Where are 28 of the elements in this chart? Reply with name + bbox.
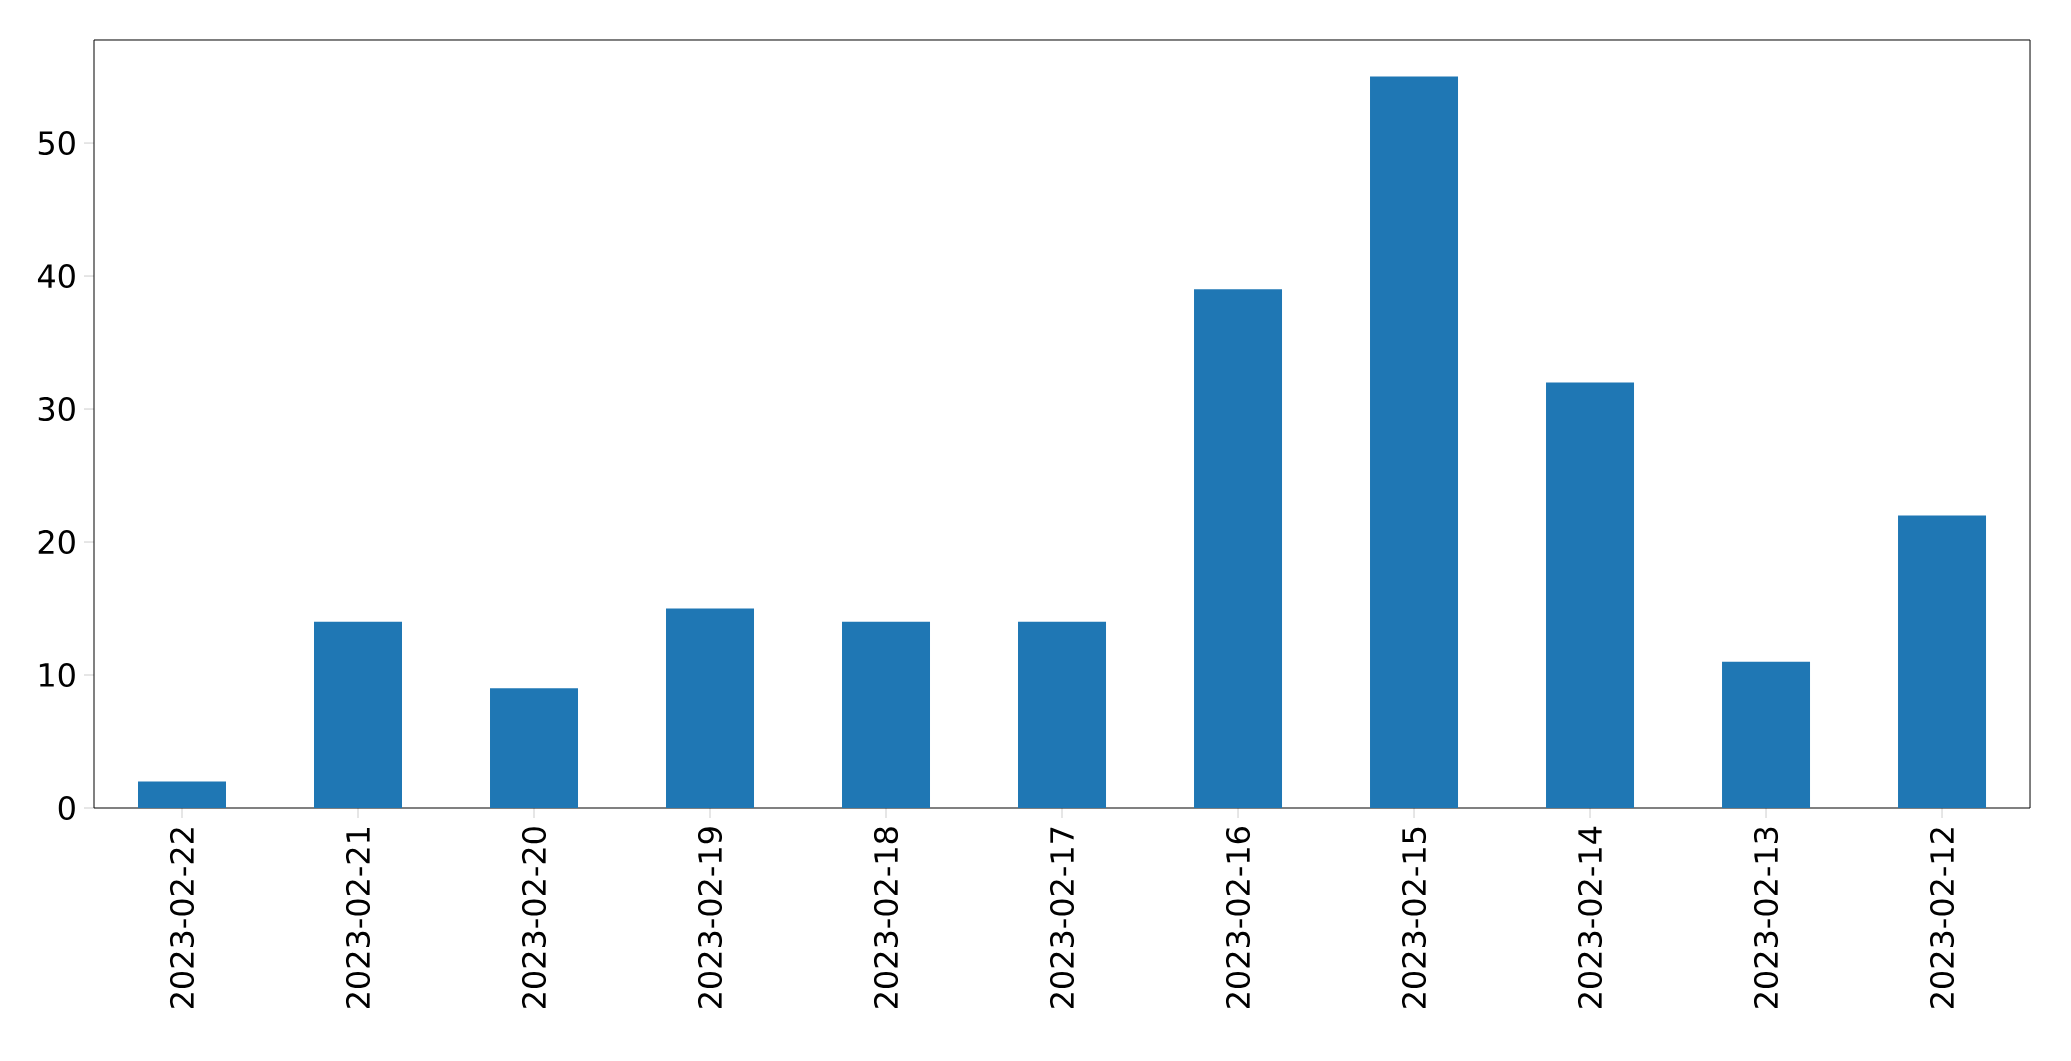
x-tick-label: 2023-02-21 (345, 828, 371, 1008)
bar (1898, 515, 1987, 808)
x-tick-label: 2023-02-22 (169, 828, 195, 1008)
bar (1018, 621, 1107, 808)
bar (138, 781, 226, 808)
bar (314, 621, 402, 808)
bar (666, 608, 755, 808)
x-tick-label: 2023-02-12 (1929, 828, 1955, 1008)
bar (490, 688, 579, 808)
bar (1722, 661, 1811, 808)
y-tick-label: 0 (58, 795, 75, 821)
x-tick-label: 2023-02-19 (697, 827, 723, 1008)
y-tick-label: 50 (38, 131, 75, 156)
y-tick-label: 20 (38, 529, 75, 555)
x-tick-label: 2023-02-13 (1753, 827, 1779, 1008)
y-tick-label: 10 (39, 662, 75, 688)
x-tick-label: 2023-02-16 (1225, 827, 1251, 1008)
bar (1370, 76, 1459, 808)
y-tick-label: 30 (38, 396, 75, 422)
bar (842, 621, 931, 808)
x-tick-label: 2023-02-15 (1401, 827, 1427, 1008)
bar (1546, 382, 1635, 808)
x-tick-label: 2023-02-18 (873, 827, 899, 1008)
y-tick-label: 40 (37, 263, 75, 289)
x-tick-label: 2023-02-14 (1577, 826, 1603, 1008)
x-tick-label: 2023-02-17 (1049, 827, 1075, 1008)
x-tick-label: 2023-02-20 (521, 827, 547, 1008)
bar (1194, 289, 1283, 808)
